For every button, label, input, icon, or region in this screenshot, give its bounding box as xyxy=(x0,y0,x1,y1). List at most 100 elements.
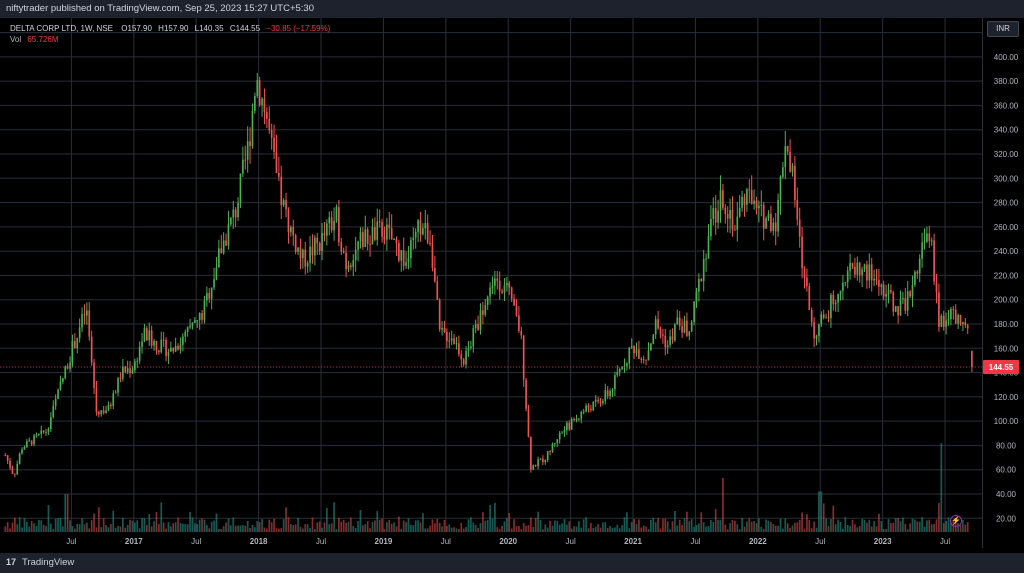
volume-bar xyxy=(366,521,369,532)
candle-body xyxy=(436,281,439,300)
candle-body xyxy=(868,264,871,281)
volume-bar xyxy=(851,519,854,532)
volume-bar xyxy=(609,526,611,532)
lightning-icon[interactable]: ⚡ xyxy=(950,515,962,527)
candle-body xyxy=(791,165,794,172)
volume-bar xyxy=(815,527,818,532)
candle-body xyxy=(398,242,400,261)
candle-body xyxy=(143,328,146,342)
candle-body xyxy=(633,346,635,354)
volume-bar xyxy=(604,522,607,532)
candle-body xyxy=(779,176,782,200)
price-chart[interactable]: 20.0040.0060.0080.00100.00120.00140.0016… xyxy=(0,18,1024,548)
volume-bar xyxy=(731,520,734,532)
candle-body xyxy=(882,284,885,297)
volume-bar xyxy=(549,520,551,532)
x-tick-label: 2020 xyxy=(499,537,517,546)
volume-bar xyxy=(832,505,835,532)
y-tick-label: 120.00 xyxy=(994,393,1019,402)
volume-bar xyxy=(918,521,921,532)
volume-bar xyxy=(90,520,93,532)
volume-bar xyxy=(52,529,55,532)
volume-bar xyxy=(450,527,453,532)
volume-bar xyxy=(285,507,287,532)
currency-button[interactable]: INR xyxy=(987,21,1019,37)
volume-bar xyxy=(911,518,914,532)
candle-body xyxy=(450,338,453,341)
candle-body xyxy=(897,306,899,316)
candle-body xyxy=(549,451,551,453)
candle-body xyxy=(71,341,74,363)
volume-bar xyxy=(736,524,739,532)
volume-bar xyxy=(134,522,136,532)
volume-bar xyxy=(712,522,715,532)
volume-bar xyxy=(172,523,175,532)
volume-bar xyxy=(897,517,899,532)
candle-body xyxy=(328,217,331,224)
candle-body xyxy=(645,359,647,361)
candle-body xyxy=(352,260,355,267)
volume-bar xyxy=(357,521,359,532)
volume-bar xyxy=(227,518,230,532)
volume-bar xyxy=(160,502,163,532)
volume-bar xyxy=(930,524,933,532)
volume-bar xyxy=(796,522,799,532)
volume-bar xyxy=(395,526,398,532)
candle-body xyxy=(652,334,655,344)
volume-bar xyxy=(98,507,100,532)
volume-bar xyxy=(278,528,280,532)
candle-body xyxy=(964,322,967,326)
candle-body xyxy=(18,453,21,464)
high-value: H157.90 xyxy=(158,24,189,33)
low-value: L140.35 xyxy=(194,24,224,33)
volume-bar xyxy=(650,519,652,532)
candle-body xyxy=(789,151,791,172)
candle-body xyxy=(230,217,232,225)
candle-body xyxy=(410,240,412,259)
volume-bar xyxy=(810,528,813,532)
tradingview-logo[interactable]: 17 TradingView xyxy=(6,557,74,568)
volume-bar xyxy=(328,524,331,532)
volume-bar xyxy=(640,527,643,532)
volume-bar xyxy=(822,503,825,532)
candle-body xyxy=(297,247,299,253)
y-tick-label: 60.00 xyxy=(996,466,1017,475)
volume-bar xyxy=(676,525,679,532)
volume-bar xyxy=(587,528,590,532)
candle-body xyxy=(184,331,187,337)
volume-bar xyxy=(606,527,609,532)
y-tick-label: 180.00 xyxy=(994,320,1019,329)
y-tick-label: 100.00 xyxy=(994,417,1019,426)
candle-body xyxy=(282,200,285,206)
candle-body xyxy=(448,340,451,342)
volume-bar xyxy=(599,527,602,532)
candle-body xyxy=(234,209,237,218)
volume-bar xyxy=(472,522,475,532)
volume-bar xyxy=(333,502,335,532)
candle-body xyxy=(148,330,151,341)
candle-body xyxy=(863,264,866,270)
candle-body xyxy=(323,233,326,236)
volume-bar xyxy=(638,519,640,532)
candle-body xyxy=(11,467,14,474)
candle-body xyxy=(345,252,347,269)
volume-bar xyxy=(741,517,743,532)
candle-body xyxy=(534,465,537,467)
candle-body xyxy=(503,285,506,293)
volume-bar xyxy=(364,524,367,532)
volume-bar xyxy=(299,526,302,532)
volume-bar xyxy=(719,519,722,532)
candle-body xyxy=(878,280,880,287)
candle-body xyxy=(66,366,69,369)
candle-body xyxy=(146,328,148,341)
y-tick-label: 220.00 xyxy=(994,271,1019,280)
candle-body xyxy=(770,213,772,232)
candle-body xyxy=(42,430,45,433)
chart-panel[interactable]: 20.0040.0060.0080.00100.00120.00140.0016… xyxy=(0,18,1019,548)
volume-bar xyxy=(42,524,45,532)
volume-bar xyxy=(246,520,249,532)
x-tick-label: Jul xyxy=(815,537,825,546)
candle-body xyxy=(858,262,861,276)
volume-bar xyxy=(330,523,333,532)
candle-body xyxy=(479,310,482,330)
